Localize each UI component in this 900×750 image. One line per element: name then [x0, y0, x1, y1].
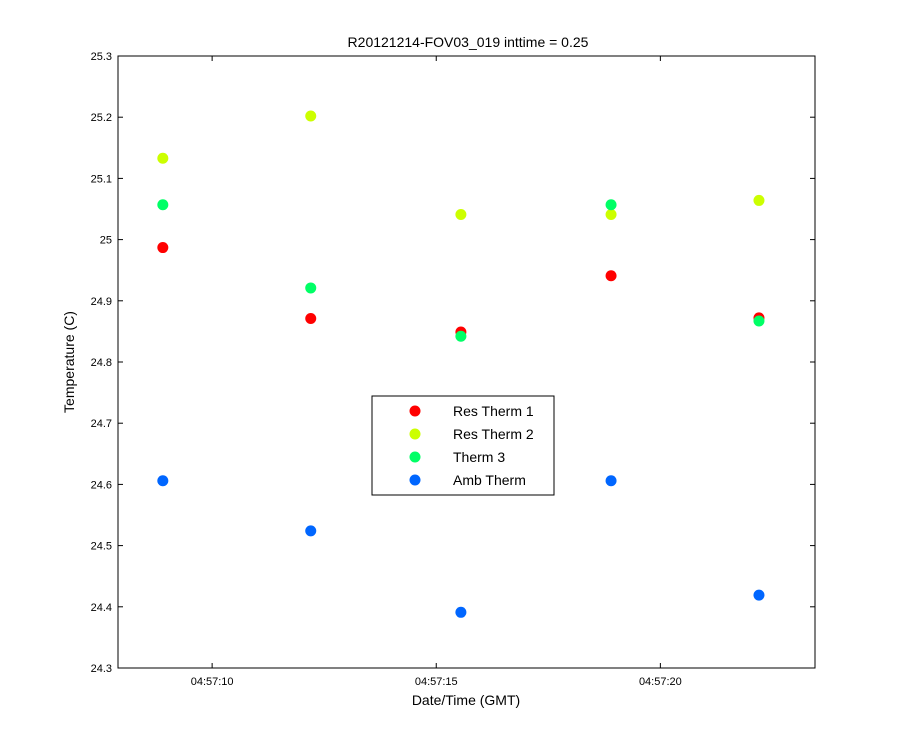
series-therm-3	[157, 199, 765, 342]
data-point	[157, 199, 169, 211]
data-point	[753, 194, 765, 206]
x-tick-label: 04:57:15	[415, 676, 458, 688]
y-axis: 24.3 24.4 24.5 24.6 24.7 24.8 24.9 25 25.1 25.2 25…	[91, 51, 815, 675]
data-point	[305, 525, 317, 537]
y-tick-label: 24.9	[91, 296, 112, 308]
series-amb-therm	[157, 475, 765, 618]
legend-marker	[409, 451, 421, 463]
y-tick-label: 24.6	[91, 479, 112, 491]
data-point	[455, 330, 467, 342]
x-axis-label: Date/Time (GMT)	[412, 692, 520, 708]
data-point	[605, 199, 617, 211]
data-point	[455, 209, 467, 221]
x-tick-label: 04:57:20	[639, 676, 682, 688]
data-point	[157, 475, 169, 487]
legend-label: Res Therm 1	[453, 403, 534, 419]
x-axis: 04:57:10 04:57:15 04:57:20	[191, 56, 682, 688]
data-point	[605, 475, 617, 487]
legend-label: Therm 3	[453, 449, 505, 465]
series-res-therm-2	[157, 110, 765, 221]
y-tick-label: 25.3	[91, 51, 112, 63]
y-axis-label: Temperature (C)	[61, 311, 77, 413]
legend-marker	[409, 428, 421, 440]
data-point	[305, 313, 317, 325]
data-point	[157, 152, 169, 164]
legend-label: Res Therm 2	[453, 426, 534, 442]
data-point	[157, 242, 169, 254]
data-point	[305, 110, 317, 122]
y-tick-label: 24.3	[91, 663, 112, 675]
plot-area	[117, 55, 816, 669]
legend-marker	[409, 474, 421, 486]
y-tick-label: 25	[100, 235, 112, 247]
y-tick-label: 25.2	[91, 112, 112, 124]
legend-label: Amb Therm	[453, 472, 526, 488]
y-tick-label: 24.5	[91, 541, 112, 553]
x-tick-label: 04:57:10	[191, 676, 234, 688]
y-tick-label: 24.4	[91, 602, 112, 614]
data-point	[753, 589, 765, 601]
y-tick-label: 24.7	[91, 418, 112, 430]
y-tick-label: 25.1	[91, 173, 112, 185]
data-point	[305, 282, 317, 294]
legend-marker	[409, 405, 421, 417]
data-points	[157, 110, 765, 618]
y-tick-label: 24.8	[91, 357, 112, 369]
data-point	[753, 315, 765, 327]
legend: Res Therm 1 Res Therm 2 Therm 3 Amb Therm	[371, 395, 555, 496]
data-point	[455, 606, 467, 618]
legend-box	[371, 395, 555, 496]
data-point	[605, 270, 617, 282]
chart-title: R20121214-FOV03_019 inttime = 0.25	[348, 34, 589, 50]
data-point	[605, 209, 617, 221]
